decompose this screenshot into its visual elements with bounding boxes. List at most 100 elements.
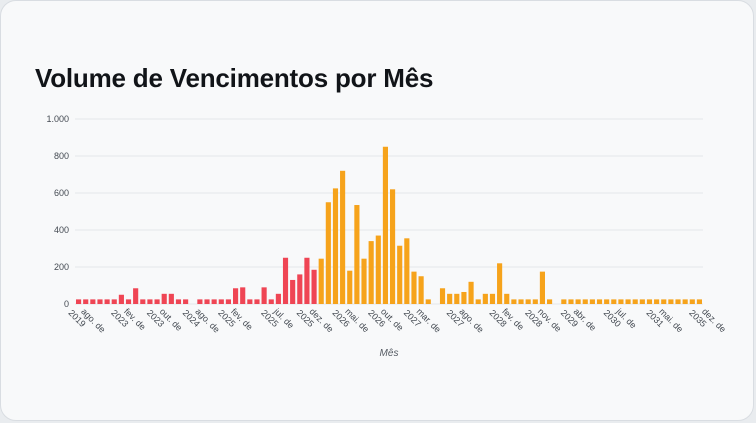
x-axis-label: Mês xyxy=(380,348,399,359)
bar xyxy=(425,299,431,305)
bar xyxy=(532,299,538,305)
bar xyxy=(604,299,610,305)
bar xyxy=(275,293,281,304)
bar xyxy=(632,299,638,305)
bar xyxy=(104,299,110,305)
bar xyxy=(482,293,488,304)
svg-text:abr. de2029: abr. de2029 xyxy=(559,301,598,340)
x-tick-label: dez. de2035 xyxy=(687,301,728,342)
y-tick-label: 600 xyxy=(54,188,69,198)
x-tick-label: jul. de2030 xyxy=(602,301,639,338)
bar xyxy=(397,245,403,304)
bar xyxy=(297,274,303,304)
svg-text:ago. de2027: ago. de2027 xyxy=(445,301,486,342)
svg-text:out. de2026: out. de2026 xyxy=(366,301,405,340)
bar xyxy=(454,293,460,304)
svg-text:fev. de2025: fev. de2025 xyxy=(216,301,254,339)
bar xyxy=(547,299,553,305)
bar xyxy=(197,299,203,305)
svg-text:fev. de2023: fev. de2023 xyxy=(109,301,147,339)
svg-text:dez. de2025: dez. de2025 xyxy=(295,301,336,342)
bar xyxy=(539,271,545,305)
svg-text:ago. de2024: ago. de2024 xyxy=(181,301,222,342)
bar xyxy=(211,299,217,305)
x-tick-label: ago. de2024 xyxy=(181,301,222,342)
bar xyxy=(290,279,296,304)
bar xyxy=(76,299,82,305)
bar xyxy=(161,293,167,304)
y-tick-label: 400 xyxy=(54,225,69,235)
svg-text:jul. de2030: jul. de2030 xyxy=(602,301,639,338)
bar xyxy=(518,299,524,305)
bar xyxy=(411,271,417,305)
svg-text:ago. de2019: ago. de2019 xyxy=(66,301,107,342)
svg-text:jul. de2025: jul. de2025 xyxy=(259,301,296,338)
bar xyxy=(461,291,467,304)
y-tick-label: 1.000 xyxy=(46,114,69,124)
svg-text:mar. de2027: mar. de2027 xyxy=(402,301,443,342)
bar xyxy=(646,299,653,305)
bar xyxy=(568,299,574,305)
x-tick-label: mai. de2031 xyxy=(644,306,685,334)
bar xyxy=(261,287,267,304)
bar xyxy=(475,299,481,305)
bar xyxy=(668,299,674,305)
bar xyxy=(154,299,160,305)
bar xyxy=(218,299,224,305)
bar xyxy=(618,299,624,305)
x-tick-label: jul. de2025 xyxy=(259,301,296,338)
bar xyxy=(247,299,253,305)
bar xyxy=(340,170,346,304)
x-tick-label: out. de2023 xyxy=(145,301,184,340)
bar xyxy=(361,258,367,304)
bar xyxy=(696,299,702,305)
bar xyxy=(282,257,289,304)
bar xyxy=(439,288,446,304)
x-tick-label: mai. de2026 xyxy=(330,301,371,342)
bar xyxy=(504,293,510,304)
x-tick-label: abr. de2029 xyxy=(559,301,598,340)
svg-text:mai. de2026: mai. de2026 xyxy=(330,301,371,342)
bar xyxy=(311,269,317,304)
bar xyxy=(596,299,603,305)
bar xyxy=(225,299,231,305)
bar xyxy=(168,293,174,304)
bar xyxy=(511,299,517,305)
y-tick-label: 200 xyxy=(54,262,69,272)
svg-text:out. de2023: out. de2023 xyxy=(145,301,184,340)
bar xyxy=(240,287,246,304)
chart-title: Volume de Vencimentos por Mês xyxy=(35,63,434,93)
x-tick-label: fev. de2028 xyxy=(487,301,525,339)
svg-text:dez. de2035: dez. de2035 xyxy=(687,301,728,342)
x-tick-label: fev. de2023 xyxy=(109,301,147,339)
bar xyxy=(233,288,239,304)
bar xyxy=(268,299,274,305)
bar xyxy=(140,299,146,305)
bar xyxy=(654,299,660,305)
bar xyxy=(561,299,567,305)
bar xyxy=(390,189,396,304)
bar xyxy=(639,299,645,305)
bar xyxy=(183,299,189,305)
svg-text:fev. de2028: fev. de2028 xyxy=(487,301,525,339)
bar xyxy=(354,205,360,304)
bar xyxy=(318,258,324,304)
x-tick-label: out. de2026 xyxy=(366,301,405,340)
x-tick-label: dez. de2025 xyxy=(295,301,336,342)
bar xyxy=(489,293,496,304)
bar xyxy=(497,263,503,304)
bar xyxy=(375,235,381,304)
svg-text:nov. de2028: nov. de2028 xyxy=(523,301,563,341)
bar xyxy=(175,299,182,305)
bar xyxy=(675,299,681,305)
x-tick-label: nov. de2028 xyxy=(523,301,563,341)
x-tick-label: fev. de2025 xyxy=(216,301,254,339)
x-tick-label: ago. de2027 xyxy=(445,301,486,342)
bar xyxy=(332,188,339,305)
bar xyxy=(83,299,89,305)
x-tick-label: ago. de2019 xyxy=(66,301,107,342)
bar xyxy=(97,299,103,305)
bar xyxy=(90,299,96,305)
bar xyxy=(625,299,631,305)
